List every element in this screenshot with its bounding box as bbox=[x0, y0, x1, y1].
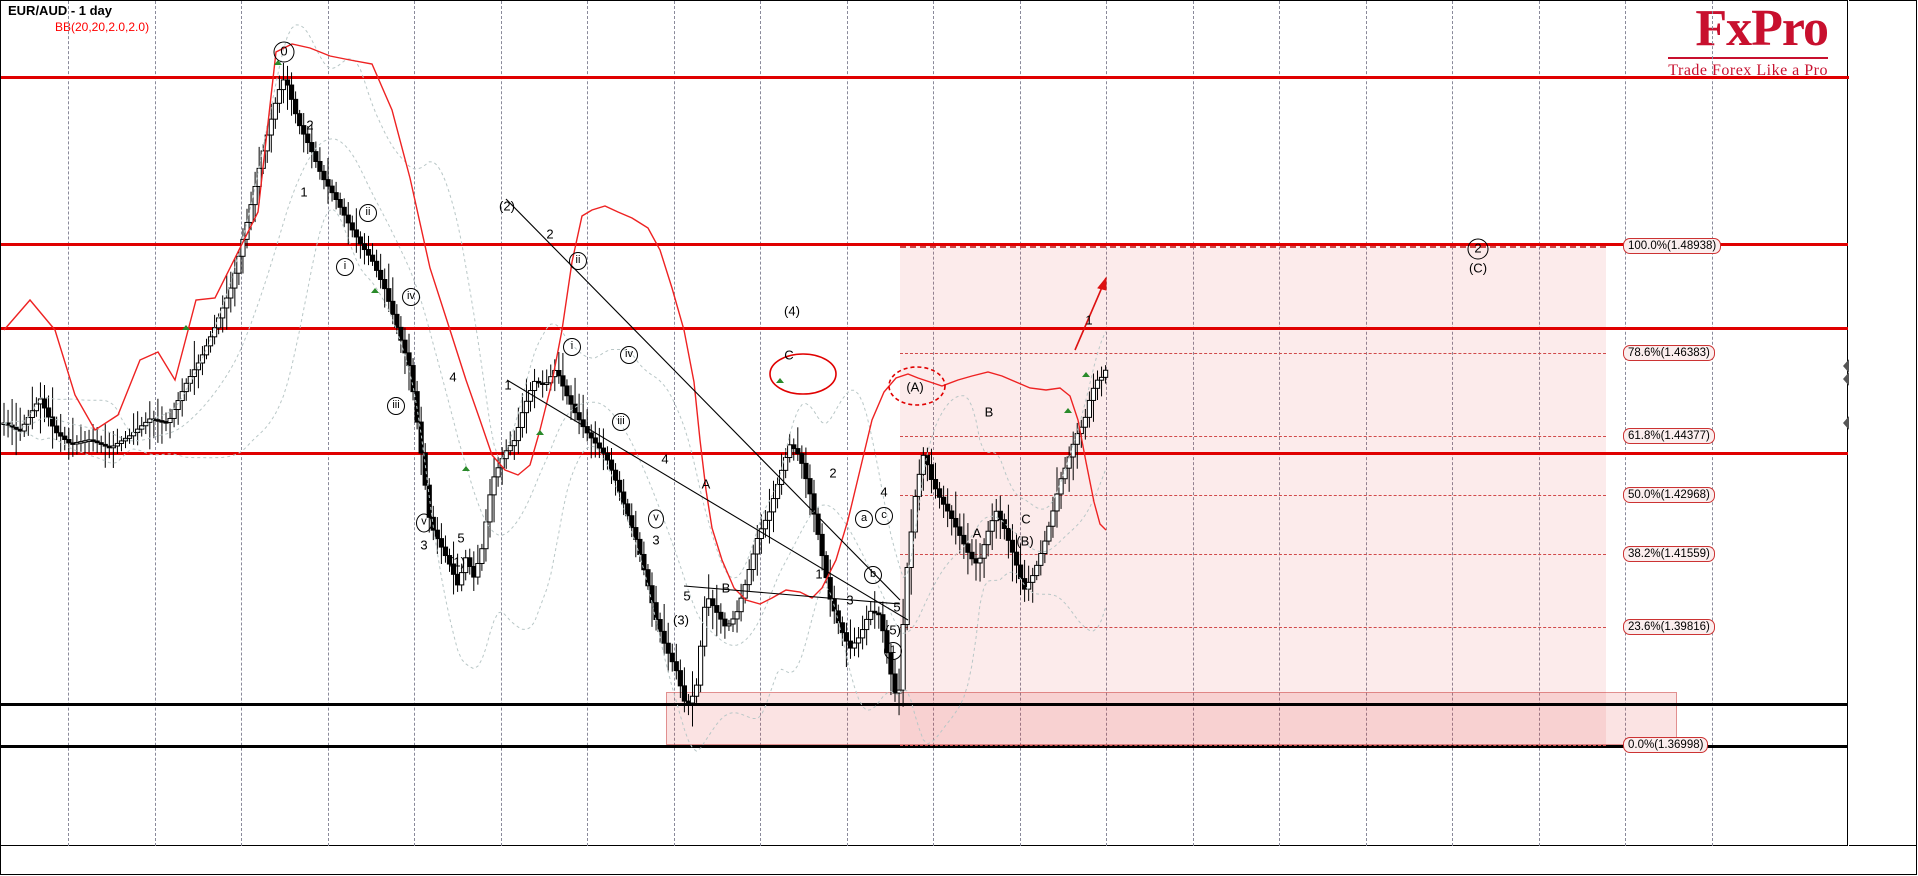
wave-label: (B) bbox=[1016, 533, 1034, 549]
wave-label: B bbox=[721, 580, 731, 596]
fibonacci-level-label[interactable]: 23.6%(1.39816) bbox=[1623, 619, 1715, 636]
grid-line-vertical bbox=[1365, 1, 1367, 846]
wave-label: 3 bbox=[846, 592, 854, 608]
logo-divider bbox=[1668, 57, 1828, 60]
wave-label: iii bbox=[387, 397, 405, 415]
wave-label: 4 bbox=[661, 451, 669, 467]
grid-line-vertical bbox=[1711, 1, 1713, 846]
grid-line-vertical bbox=[154, 1, 156, 846]
wave-label: B bbox=[984, 404, 994, 420]
grid-line-vertical bbox=[587, 1, 588, 846]
resistance-level-line bbox=[1, 452, 1848, 456]
wave-label: C bbox=[1021, 511, 1031, 527]
fibonacci-level-label[interactable]: 61.8%(1.44377) bbox=[1623, 428, 1715, 445]
wave-label: 1 bbox=[300, 184, 308, 200]
wave-label: iii bbox=[612, 413, 630, 431]
wave-label: 1 bbox=[1085, 312, 1093, 328]
grid-line-vertical bbox=[1192, 1, 1194, 846]
wave-label: iv bbox=[620, 346, 638, 364]
grid-line-vertical bbox=[1279, 1, 1280, 846]
fibonacci-level-label[interactable]: 0.0%(1.36998) bbox=[1623, 736, 1709, 753]
support-level-line bbox=[1, 702, 1848, 706]
wave-label: 1 bbox=[815, 566, 823, 582]
logo-fx: Fx bbox=[1695, 0, 1752, 57]
grid-line-vertical bbox=[241, 1, 242, 846]
fxpro-logo: FxPro Trade Forex Like a Pro bbox=[1668, 3, 1829, 80]
grid-line-vertical bbox=[1625, 1, 1626, 846]
wave-label: C bbox=[784, 347, 794, 363]
wave-label: (3) bbox=[673, 612, 689, 628]
wave-label: A bbox=[972, 525, 982, 541]
wave-label: 1 bbox=[884, 642, 902, 660]
wave-label: (4) bbox=[784, 303, 800, 319]
indicator-label: BB(20,20,2.0,2.0) bbox=[55, 20, 150, 34]
wave-label: iv bbox=[402, 288, 420, 306]
wave-label: (A) bbox=[906, 379, 924, 395]
wave-label: b bbox=[864, 566, 882, 584]
logo-pro: Pro bbox=[1751, 0, 1829, 57]
grid-line-vertical bbox=[1452, 1, 1453, 846]
wave-label: 5 bbox=[683, 588, 691, 604]
wave-label: A bbox=[701, 476, 711, 492]
fibonacci-level-label[interactable]: 50.0%(1.42968) bbox=[1623, 487, 1715, 504]
wave-label: i bbox=[563, 338, 581, 356]
wave-label: (5) bbox=[885, 622, 901, 638]
fibonacci-level-line bbox=[900, 436, 1606, 438]
wave-label: 2 bbox=[1467, 238, 1489, 260]
resistance-level-line bbox=[1, 326, 1848, 330]
fibonacci-level-line bbox=[900, 352, 1606, 354]
consolidation-range-box bbox=[666, 692, 1677, 745]
wave-label: v bbox=[648, 509, 664, 529]
wave-label: 5 bbox=[457, 530, 465, 546]
page-title: EUR/AUD - 1 day bbox=[8, 3, 113, 18]
wave-label: (2) bbox=[499, 198, 515, 214]
fibonacci-level-line bbox=[900, 554, 1606, 556]
wave-label: v bbox=[416, 513, 432, 533]
wave-label: c bbox=[875, 507, 893, 525]
wave-label: 2 bbox=[829, 465, 837, 481]
grid-line-vertical bbox=[68, 1, 69, 846]
wave-label: 2 bbox=[546, 226, 554, 242]
grid-line-vertical bbox=[327, 1, 329, 846]
wave-label: (1) bbox=[449, 554, 465, 570]
logo-tagline: Trade Forex Like a Pro bbox=[1668, 62, 1828, 80]
fibonacci-level-label[interactable]: 100.0%(1.48938) bbox=[1623, 237, 1722, 254]
wave-label: (C) bbox=[1468, 260, 1488, 276]
wave-label: ii bbox=[359, 204, 377, 222]
fibonacci-level-line bbox=[900, 744, 1606, 746]
fibonacci-level-line bbox=[900, 627, 1606, 629]
level-marker-153 bbox=[1843, 76, 1851, 80]
logo-text: FxPro bbox=[1668, 3, 1829, 55]
wave-label: i bbox=[336, 258, 354, 276]
wave-label: 4 bbox=[880, 484, 888, 500]
grid-line-vertical bbox=[1106, 1, 1107, 846]
wave-label: 5 bbox=[893, 599, 901, 615]
fibonacci-level-label[interactable]: 78.6%(1.46383) bbox=[1623, 344, 1715, 361]
grid-line-vertical bbox=[500, 1, 502, 846]
wave-label: 0 bbox=[273, 41, 295, 63]
price-axis-frame[interactable] bbox=[1849, 0, 1917, 846]
resistance-level-line bbox=[1, 76, 1848, 80]
grid-line-vertical bbox=[414, 1, 415, 846]
time-axis-frame[interactable] bbox=[0, 846, 1917, 875]
wave-label: 3 bbox=[420, 537, 428, 553]
wave-label: 1 bbox=[504, 377, 512, 393]
grid-line-vertical bbox=[1538, 1, 1540, 846]
wave-label: 3 bbox=[652, 532, 660, 548]
fibonacci-level-line bbox=[900, 495, 1606, 497]
fibonacci-level-label[interactable]: 38.2%(1.41559) bbox=[1623, 546, 1715, 563]
fibonacci-level-line bbox=[900, 245, 1606, 248]
wave-label: ii bbox=[569, 252, 587, 270]
wave-label: 4 bbox=[449, 369, 457, 385]
wave-label: a bbox=[855, 510, 873, 528]
wave-label: 2 bbox=[306, 117, 314, 133]
